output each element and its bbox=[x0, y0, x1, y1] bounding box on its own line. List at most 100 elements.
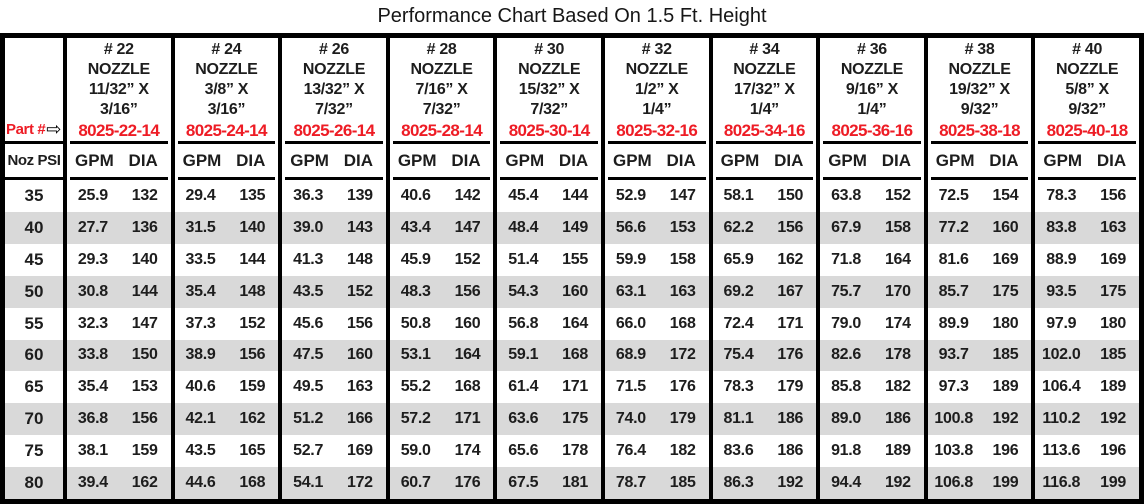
dia-value: 139 bbox=[346, 186, 373, 204]
table-cell: 63.6 175 bbox=[497, 403, 601, 436]
table-cell: 58.1 150 bbox=[713, 180, 817, 212]
gpm-value: 66.0 bbox=[615, 314, 646, 332]
nozzle-number: # 24 bbox=[211, 41, 242, 58]
dia-value: 159 bbox=[239, 378, 266, 396]
dia-value: 176 bbox=[777, 346, 804, 364]
gpm-value: 29.3 bbox=[77, 250, 108, 268]
part-number-header-cell: Part # ⇨ bbox=[5, 38, 63, 141]
psi-column: Part # ⇨ Noz PSI 35 40 45 50 55 60 65 70 75 80 bbox=[5, 38, 67, 500]
table-cell: 91.8 189 bbox=[820, 435, 924, 467]
dia-value: 135 bbox=[239, 186, 266, 204]
nozzle-label: NOZZLE bbox=[1056, 61, 1119, 78]
table-cell: 67.5 181 bbox=[497, 467, 601, 500]
nozzle-size-2: 1/4” bbox=[642, 101, 672, 118]
nozzle-header-38: # 38 NOZZLE 19/32” X 9/32” 8025-38-18 bbox=[928, 38, 1032, 141]
nozzle-header-22: # 22 NOZZLE 11/32” X 3/16” 8025-22-14 bbox=[67, 38, 171, 141]
gpm-value: 93.5 bbox=[1046, 282, 1077, 300]
table-cell: 36.8 156 bbox=[67, 403, 171, 436]
gpm-value: 69.2 bbox=[723, 282, 754, 300]
dia-header: DIA bbox=[558, 150, 589, 170]
psi-row-label: 75 bbox=[24, 441, 44, 461]
part-number: 8025-30-14 bbox=[508, 121, 591, 140]
nozzle-size-2: 7/32” bbox=[422, 101, 461, 118]
gpm-dia-header: GPM DIA bbox=[930, 141, 1029, 180]
gpm-value: 78.3 bbox=[723, 378, 754, 396]
dia-value: 147 bbox=[454, 218, 481, 236]
nozzle-number: # 32 bbox=[641, 41, 672, 58]
gpm-value: 40.6 bbox=[185, 378, 216, 396]
gpm-value: 58.1 bbox=[723, 186, 754, 204]
table-cell: 38.1 159 bbox=[67, 435, 171, 467]
gpm-value: 83.6 bbox=[723, 442, 754, 460]
table-cell: 54.3 160 bbox=[497, 275, 601, 308]
nozzle-size-1: 11/32” X bbox=[88, 81, 149, 98]
gpm-value: 57.2 bbox=[400, 410, 431, 428]
gpm-value: 86.3 bbox=[723, 474, 754, 492]
gpm-value: 31.5 bbox=[185, 218, 216, 236]
gpm-value: 25.9 bbox=[77, 186, 108, 204]
table-cell: 40.6 142 bbox=[390, 180, 494, 212]
nozzle-header-30: # 30 NOZZLE 15/32” X 7/32” 8025-30-14 bbox=[497, 38, 601, 141]
gpm-value: 48.3 bbox=[400, 282, 431, 300]
dia-value: 189 bbox=[992, 378, 1019, 396]
psi-row-label: 65 bbox=[24, 377, 44, 397]
table-cell: 116.8 199 bbox=[1035, 467, 1139, 500]
table-cell: 51.4 155 bbox=[497, 244, 601, 276]
dia-value: 155 bbox=[562, 250, 588, 268]
table-cell: 67.9 158 bbox=[820, 211, 924, 244]
table-cell: 78.3 156 bbox=[1035, 180, 1139, 212]
gpm-value: 42.1 bbox=[185, 410, 216, 428]
gpm-value: 97.3 bbox=[938, 378, 969, 396]
table-cell: 75.7 170 bbox=[820, 275, 924, 308]
table-cell: 65.6 178 bbox=[497, 435, 601, 467]
gpm-value: 72.4 bbox=[723, 314, 754, 332]
nozzle-number: # 34 bbox=[749, 41, 780, 58]
dia-value: 148 bbox=[239, 282, 266, 300]
table-cell: 49.5 163 bbox=[282, 371, 386, 403]
gpm-value: 39.4 bbox=[77, 474, 108, 492]
psi-row-label: 45 bbox=[24, 249, 44, 269]
nozzle-size-1: 13/32” X bbox=[303, 81, 365, 98]
dia-value: 156 bbox=[1100, 186, 1126, 204]
dia-value: 174 bbox=[454, 442, 481, 460]
dia-value: 149 bbox=[562, 218, 588, 236]
dia-value: 154 bbox=[992, 186, 1019, 204]
gpm-value: 93.7 bbox=[938, 346, 969, 364]
gpm-value: 45.9 bbox=[400, 250, 431, 268]
table-cell: 54.1 172 bbox=[282, 467, 386, 500]
table-cell: 97.9 180 bbox=[1035, 308, 1139, 340]
gpm-value: 54.3 bbox=[508, 282, 539, 300]
part-number-label: Part # bbox=[6, 121, 46, 138]
dia-value: 144 bbox=[131, 282, 158, 300]
dia-value: 140 bbox=[131, 250, 158, 268]
gpm-value: 75.4 bbox=[723, 346, 754, 364]
dia-value: 174 bbox=[884, 314, 911, 332]
table-cell: 29.4 135 bbox=[175, 180, 279, 212]
gpm-header: GPM bbox=[75, 150, 114, 170]
gpm-value: 47.5 bbox=[293, 346, 324, 364]
dia-value: 153 bbox=[131, 378, 158, 396]
nozzle-size-1: 7/16” X bbox=[415, 81, 468, 98]
table-cell: 36.3 139 bbox=[282, 180, 386, 212]
table-cell: 45.4 144 bbox=[497, 180, 601, 212]
dia-value: 192 bbox=[1100, 410, 1126, 428]
nozzle-label: NOZZLE bbox=[948, 61, 1011, 78]
dia-value: 152 bbox=[346, 282, 373, 300]
table-cell: 71.5 176 bbox=[605, 371, 709, 403]
table-cell: 100.8 192 bbox=[927, 403, 1032, 436]
table-cell: 85.8 182 bbox=[820, 371, 924, 403]
table-cell: 32.3 147 bbox=[67, 308, 171, 340]
gpm-value: 76.4 bbox=[615, 442, 646, 460]
psi-row-label: 40 bbox=[5, 211, 63, 244]
table-cell: 79.0 174 bbox=[820, 308, 924, 340]
table-cell: 59.9 158 bbox=[605, 244, 709, 276]
dia-value: 192 bbox=[992, 410, 1019, 428]
part-number: 8025-26-14 bbox=[293, 121, 376, 140]
gpm-dia-header: GPM DIA bbox=[823, 141, 921, 180]
gpm-value: 51.4 bbox=[508, 250, 539, 268]
dia-value: 153 bbox=[669, 218, 696, 236]
table-cell: 88.9 169 bbox=[1035, 244, 1139, 276]
table-cell: 38.9 156 bbox=[174, 339, 279, 372]
gpm-value: 33.8 bbox=[77, 346, 108, 364]
gpm-header: GPM bbox=[505, 150, 545, 170]
